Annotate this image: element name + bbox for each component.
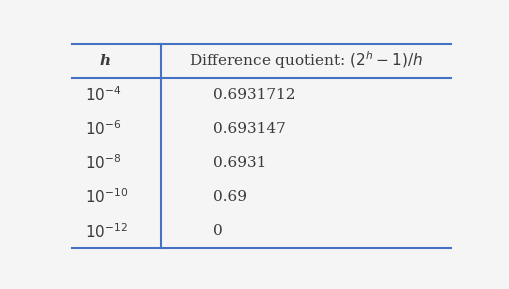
Text: Difference quotient: $(2^{h} - 1)/h$: Difference quotient: $(2^{h} - 1)/h$ <box>189 50 422 71</box>
Text: 0.6931: 0.6931 <box>213 156 266 170</box>
Text: 0.6931712: 0.6931712 <box>213 88 295 102</box>
Text: $10^{-6}$: $10^{-6}$ <box>85 120 122 138</box>
Text: $10^{-4}$: $10^{-4}$ <box>85 86 122 104</box>
Text: 0.693147: 0.693147 <box>213 122 285 136</box>
Text: $10^{-12}$: $10^{-12}$ <box>85 222 128 241</box>
Text: 0.69: 0.69 <box>213 190 246 204</box>
Text: h: h <box>100 54 111 68</box>
Text: $10^{-8}$: $10^{-8}$ <box>85 154 121 172</box>
Text: $10^{-10}$: $10^{-10}$ <box>85 188 128 206</box>
Text: 0: 0 <box>213 224 222 238</box>
